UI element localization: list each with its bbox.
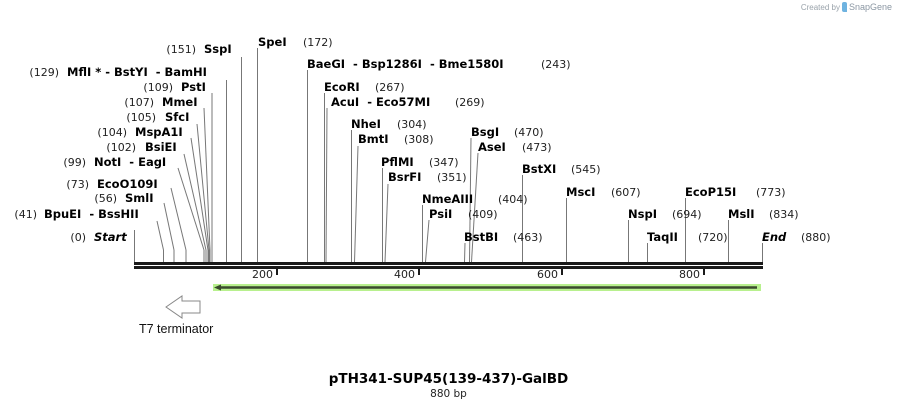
site-label[interactable]: MscI xyxy=(566,185,595,199)
svg-text:(545): (545) xyxy=(571,163,601,176)
svg-text:(41): (41) xyxy=(14,208,37,221)
feature-green-arrow[interactable] xyxy=(213,284,761,291)
svg-text:(694): (694) xyxy=(672,208,702,221)
site-label[interactable]: NspI xyxy=(628,207,657,221)
svg-text:(104): (104) xyxy=(97,126,127,139)
site-label[interactable]: NmeAIII xyxy=(422,192,473,206)
site-label[interactable]: MflI * - BstYI - BamHI xyxy=(67,65,207,79)
site-label[interactable]: EcoO109I xyxy=(97,177,158,191)
svg-text:(304): (304) xyxy=(397,118,427,131)
svg-text:(243): (243) xyxy=(541,58,571,71)
site-lines xyxy=(134,48,763,263)
site-label[interactable]: PflMI xyxy=(381,155,414,169)
site-label[interactable]: EcoRI xyxy=(324,80,360,94)
plasmid-name: pTH341-SUP45(139-437)-GalBD xyxy=(328,371,569,387)
site-label[interactable]: BsgI xyxy=(471,125,499,139)
svg-text:(308): (308) xyxy=(404,133,434,146)
svg-text:(269): (269) xyxy=(455,96,485,109)
svg-text:(129): (129) xyxy=(29,66,59,79)
site-label[interactable]: BpuEI - BssHII xyxy=(44,207,139,221)
t7-terminator-arrow-icon[interactable] xyxy=(165,295,201,319)
site-label[interactable]: MspA1I xyxy=(135,125,183,139)
site-label-start[interactable]: Start xyxy=(94,230,127,244)
svg-text:(834): (834) xyxy=(769,208,799,221)
site-label[interactable]: AcuI - Eco57MI xyxy=(331,95,430,109)
credit-brand: SnapGene xyxy=(848,2,892,12)
svg-text:(109): (109) xyxy=(143,81,173,94)
site-label[interactable]: BstBI xyxy=(464,230,498,244)
svg-text:(107): (107) xyxy=(124,96,154,109)
svg-text:(347): (347) xyxy=(429,156,459,169)
svg-text:(102): (102) xyxy=(106,141,136,154)
svg-text:(351): (351) xyxy=(437,171,467,184)
site-label[interactable]: BsiEI xyxy=(145,140,177,154)
plasmid-size: 880 bp xyxy=(430,388,467,400)
svg-text:(409): (409) xyxy=(468,208,498,221)
site-label[interactable]: BaeGI - Bsp1286I - Bme1580I xyxy=(307,57,504,71)
site-label[interactable]: BmtI xyxy=(358,132,389,146)
svg-text:(880): (880) xyxy=(801,231,831,244)
site-label[interactable]: SpeI xyxy=(258,35,287,49)
svg-text:(473): (473) xyxy=(522,141,552,154)
site-label[interactable]: AseI xyxy=(478,140,506,154)
site-label[interactable]: NheI xyxy=(351,117,381,131)
ruler: 200 400 600 800 xyxy=(252,268,705,281)
site-label[interactable]: MmeI xyxy=(162,95,198,109)
t7-terminator-label[interactable]: T7 terminator xyxy=(139,322,214,336)
site-label-end[interactable]: End xyxy=(762,230,787,244)
site-label[interactable]: BstXI xyxy=(522,162,556,176)
svg-text:(105): (105) xyxy=(126,111,156,124)
backbone-top-strand xyxy=(134,262,763,265)
svg-text:(151): (151) xyxy=(166,43,196,56)
site-label[interactable]: PsiI xyxy=(429,207,452,221)
ruler-tick-label: 400 xyxy=(394,268,415,281)
svg-text:(172): (172) xyxy=(303,36,333,49)
svg-text:(73): (73) xyxy=(66,178,89,191)
svg-text:(267): (267) xyxy=(375,81,405,94)
snapgene-credit: Created by SnapGene xyxy=(801,2,892,12)
svg-text:(607): (607) xyxy=(611,186,641,199)
site-label[interactable]: BsrFI xyxy=(388,170,421,184)
site-labels: (0) Start (41) BpuEI - BssHII (56) SmlI … xyxy=(14,35,830,244)
svg-text:(56): (56) xyxy=(94,192,117,205)
svg-text:(773): (773) xyxy=(756,186,786,199)
svg-text:(99): (99) xyxy=(63,156,86,169)
svg-text:(0): (0) xyxy=(70,231,86,244)
svg-text:(470): (470) xyxy=(514,126,544,139)
site-label[interactable]: NotI - EagI xyxy=(94,155,166,169)
site-label[interactable]: TaqII xyxy=(647,230,678,244)
site-label[interactable]: EcoP15I xyxy=(685,185,736,199)
svg-text:(404): (404) xyxy=(498,193,528,206)
svg-text:(463): (463) xyxy=(513,231,543,244)
site-label[interactable]: SspI xyxy=(204,42,232,56)
site-label[interactable]: SmlI xyxy=(125,191,154,205)
credit-prefix: Created by xyxy=(800,2,840,12)
site-label[interactable]: SfcI xyxy=(165,110,189,124)
ruler-tick-label: 200 xyxy=(252,268,273,281)
site-label[interactable]: MslI xyxy=(728,207,755,221)
site-label[interactable]: PstI xyxy=(181,80,206,94)
ruler-tick-label: 600 xyxy=(537,268,558,281)
snapgene-logo-icon xyxy=(841,2,847,12)
ruler-tick-label: 800 xyxy=(679,268,700,281)
svg-text:(720): (720) xyxy=(698,231,728,244)
backbone-bottom-strand xyxy=(134,266,763,269)
